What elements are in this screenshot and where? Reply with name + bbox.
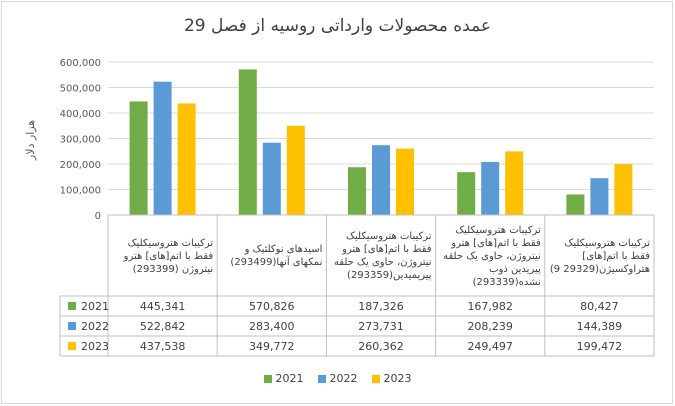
bar-2023-2 — [396, 148, 414, 215]
bar-2021-0 — [129, 101, 148, 215]
bar-2023-1 — [286, 125, 305, 215]
row-label-2022: 2022 — [81, 320, 109, 333]
row-swatch-2021 — [68, 302, 76, 310]
y-tick-label: 300,000 — [60, 135, 101, 146]
bar-2021-1 — [238, 69, 257, 216]
legend-swatch — [263, 374, 272, 383]
y-tick-label: 100,000 — [60, 186, 101, 197]
legend-item-2023: 2023 — [371, 372, 412, 385]
data-label-2023-4: 199,472 — [577, 340, 623, 353]
legend-item-2022: 2022 — [317, 372, 358, 385]
data-label-2022-2: 273,731 — [358, 320, 404, 333]
data-label-2023-3: 249,497 — [467, 340, 513, 353]
y-tick-label: 0 — [95, 211, 101, 222]
data-label-2021-1: 570,826 — [249, 300, 295, 313]
category-label-text: ترکیبات هتروسیکلیک فقط با اتم[های] هترو … — [443, 224, 541, 288]
data-label-2023-2: 260,362 — [358, 340, 404, 353]
bar-2022-3 — [481, 161, 500, 215]
y-tick-label: 400,000 — [60, 109, 101, 120]
y-tick-label: 200,000 — [60, 160, 101, 171]
data-label-2023-1: 349,772 — [249, 340, 295, 353]
category-label-3: ترکیبات هتروسیکلیک فقط با اتم[های] هترو … — [436, 216, 545, 296]
row-label-2021: 2021 — [81, 300, 109, 313]
category-label-text: ترکیبات هتروسیکلیک فقط با اتم[های] هترو … — [333, 231, 432, 281]
bar-2023-3 — [505, 151, 524, 215]
bar-2021-3 — [457, 172, 476, 215]
category-label-1: اسیدهای نوکلئیک و نمکهای آنها(293499) — [217, 216, 326, 296]
data-label-2022-3: 208,239 — [467, 320, 513, 333]
data-label-2021-4: 80,427 — [580, 300, 619, 313]
data-label-2023-0: 437,538 — [140, 340, 186, 353]
row-label-2023: 2023 — [81, 340, 109, 353]
data-label-2022-4: 144,389 — [577, 320, 623, 333]
data-label-2021-0: 445,341 — [140, 300, 186, 313]
legend-label: 2023 — [383, 372, 412, 385]
legend-label: 2021 — [275, 372, 304, 385]
bar-2022-4 — [590, 178, 609, 215]
legend-swatch — [317, 374, 326, 383]
bar-2023-0 — [177, 103, 196, 215]
bar-2022-0 — [153, 81, 172, 215]
data-label-2022-0: 522,842 — [140, 320, 186, 333]
category-label-text: اسیدهای نوکلئیک و نمکهای آنها(293499) — [230, 244, 323, 268]
data-label-2022-1: 283,400 — [249, 320, 295, 333]
bar-2022-2 — [372, 145, 390, 215]
y-tick-label: 500,000 — [60, 84, 101, 95]
legend-label: 2022 — [329, 372, 358, 385]
y-tick-label: 600,000 — [60, 58, 101, 69]
bar-2022-1 — [262, 142, 281, 215]
bar-2021-4 — [566, 194, 585, 215]
data-label-2021-2: 187,326 — [358, 300, 404, 313]
legend: 2021 2022 2023 — [0, 372, 675, 385]
category-label-text: ترکیبات هتروسیکلیک فقط با اتم[های] هتراو… — [549, 237, 650, 275]
category-label-text: ترکیبات هتروسیکلیک فقط با اتم[های] هترو … — [123, 237, 214, 275]
category-label-4: ترکیبات هتروسیکلیک فقط با اتم[های] هتراو… — [545, 216, 654, 296]
chart-title: عمده محصولات وارداتی روسیه از فصل 29 — [183, 16, 492, 36]
legend-swatch — [371, 374, 380, 383]
category-label-2: ترکیبات هتروسیکلیک فقط با اتم[های] هترو … — [326, 216, 435, 296]
category-label-0: ترکیبات هتروسیکلیک فقط با اتم[های] هترو … — [108, 216, 217, 296]
row-swatch-2023 — [68, 342, 76, 350]
row-swatch-2022 — [68, 322, 76, 330]
legend-item-2021: 2021 — [263, 372, 304, 385]
bar-2021-2 — [348, 167, 366, 215]
bar-2023-4 — [614, 164, 633, 215]
data-label-2021-3: 167,982 — [467, 300, 513, 313]
